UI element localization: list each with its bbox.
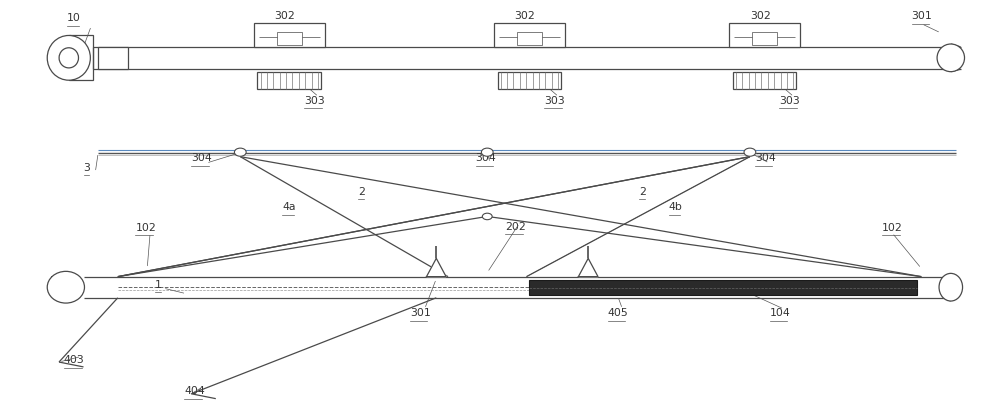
- Text: 403: 403: [64, 355, 85, 366]
- Ellipse shape: [482, 213, 492, 220]
- Text: 1: 1: [155, 280, 162, 290]
- Bar: [517, 32, 542, 45]
- Bar: [729, 23, 800, 47]
- Bar: [257, 73, 321, 89]
- Bar: [733, 73, 796, 89]
- Ellipse shape: [234, 148, 246, 156]
- Text: 405: 405: [608, 308, 629, 318]
- Polygon shape: [426, 258, 446, 277]
- Text: 303: 303: [544, 96, 565, 106]
- Bar: [494, 23, 565, 47]
- Text: 304: 304: [755, 153, 776, 163]
- Text: 304: 304: [476, 153, 496, 163]
- Bar: [752, 32, 777, 45]
- Text: 10: 10: [67, 13, 81, 23]
- Ellipse shape: [744, 148, 756, 156]
- Text: 3: 3: [84, 163, 90, 173]
- Text: 102: 102: [135, 223, 156, 233]
- Ellipse shape: [939, 273, 963, 301]
- Ellipse shape: [937, 44, 965, 72]
- Text: 404: 404: [184, 386, 205, 396]
- Polygon shape: [578, 258, 598, 277]
- Text: 303: 303: [304, 96, 325, 106]
- Text: 4b: 4b: [669, 203, 682, 212]
- Bar: [98, 47, 128, 69]
- Text: 5: 5: [49, 276, 56, 286]
- Bar: [277, 32, 302, 45]
- Text: 104: 104: [770, 308, 790, 318]
- Text: 302: 302: [275, 11, 295, 21]
- Bar: [498, 73, 561, 89]
- Ellipse shape: [59, 48, 79, 68]
- Bar: [254, 23, 325, 47]
- Bar: [529, 280, 916, 295]
- Text: 302: 302: [750, 11, 771, 21]
- Ellipse shape: [47, 271, 84, 303]
- Text: 102: 102: [882, 223, 903, 233]
- Text: 202: 202: [505, 222, 526, 232]
- Text: 302: 302: [515, 11, 535, 21]
- Ellipse shape: [47, 35, 90, 80]
- Ellipse shape: [481, 148, 493, 156]
- Text: 2: 2: [358, 187, 365, 197]
- Text: 303: 303: [779, 96, 800, 106]
- Bar: [69, 35, 93, 80]
- Text: 301: 301: [410, 308, 431, 318]
- Text: 301: 301: [912, 11, 932, 21]
- Text: 4a: 4a: [282, 203, 296, 212]
- Text: 304: 304: [191, 153, 212, 163]
- Text: 2: 2: [639, 187, 646, 197]
